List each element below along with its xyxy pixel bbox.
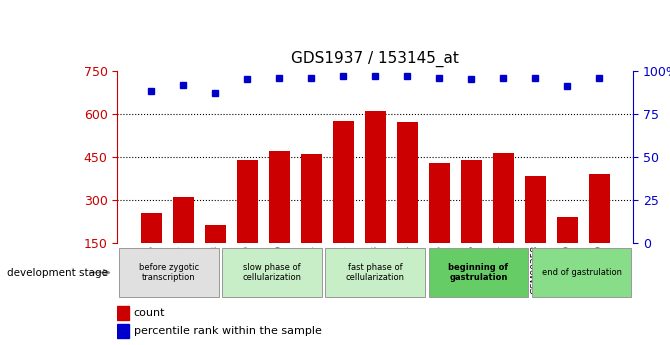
Bar: [117, 306, 129, 320]
Title: GDS1937 / 153145_at: GDS1937 / 153145_at: [291, 50, 459, 67]
Bar: [117, 324, 129, 338]
Bar: [493, 152, 514, 286]
Bar: [269, 151, 289, 286]
Bar: [222, 248, 322, 297]
Bar: [429, 248, 528, 297]
Bar: [532, 248, 631, 297]
Text: count: count: [134, 308, 165, 317]
Bar: [301, 154, 322, 286]
Bar: [429, 163, 450, 286]
Bar: [333, 121, 354, 286]
Bar: [119, 248, 218, 297]
Bar: [397, 122, 417, 286]
Bar: [461, 160, 482, 286]
Bar: [525, 176, 545, 286]
Text: slow phase of
cellularization: slow phase of cellularization: [243, 263, 302, 282]
Text: percentile rank within the sample: percentile rank within the sample: [134, 326, 322, 336]
Bar: [589, 174, 610, 286]
Text: before zygotic
transcription: before zygotic transcription: [139, 263, 199, 282]
Text: fast phase of
cellularization: fast phase of cellularization: [346, 263, 405, 282]
Bar: [364, 111, 386, 286]
Text: development stage: development stage: [7, 268, 108, 277]
Bar: [173, 197, 194, 286]
Bar: [326, 248, 425, 297]
Bar: [557, 217, 578, 286]
Text: end of gastrulation: end of gastrulation: [541, 268, 622, 277]
Bar: [237, 160, 257, 286]
Bar: [205, 225, 226, 286]
Text: beginning of
gastrulation: beginning of gastrulation: [448, 263, 509, 282]
Bar: [141, 213, 161, 286]
